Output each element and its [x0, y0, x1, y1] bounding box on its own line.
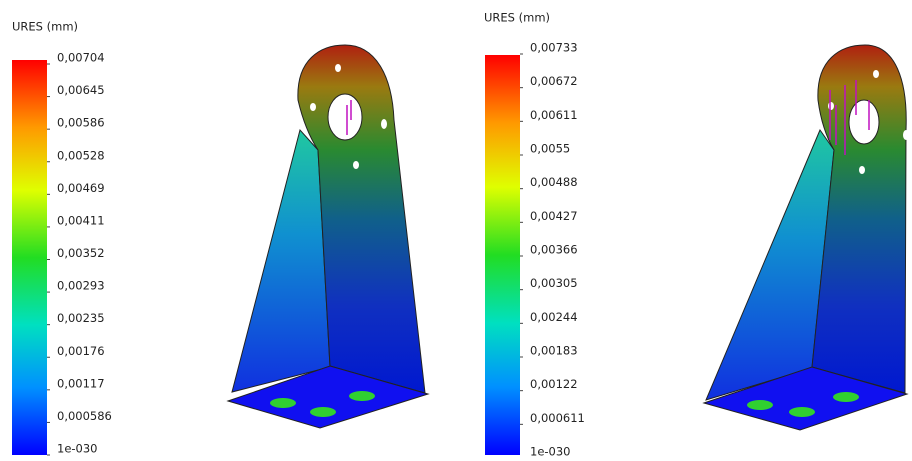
- legend-label: 0,00411: [57, 213, 105, 227]
- legend-label: 1e-030: [57, 442, 98, 456]
- scene: URES (mm) URES (mm) 0,00704 0,00645 0,0058…: [0, 0, 912, 457]
- legend-label: 0,00176: [57, 344, 105, 358]
- legend-label: 0,00352: [57, 246, 105, 260]
- legend-title: URES (mm): [12, 20, 78, 34]
- legend-label: 0,00122: [530, 377, 578, 391]
- legend-label: 0,00305: [530, 276, 578, 290]
- color-bar: [485, 55, 520, 455]
- legend-label: 0,00366: [530, 243, 578, 257]
- bracket-model: [228, 45, 428, 428]
- legend-label: 0,00293: [57, 279, 105, 293]
- legend-label: 0,0055: [530, 142, 570, 156]
- legend-label: 0,00528: [57, 148, 105, 162]
- legend-label: 0,00117: [57, 376, 105, 390]
- legend-label: 0,00733: [530, 41, 578, 55]
- legend-label: 0,00244: [530, 310, 578, 324]
- legend-label: 0,00672: [530, 74, 578, 88]
- legend-label: 0,00427: [530, 209, 578, 223]
- legend-label: 0,00183: [530, 344, 578, 358]
- legend-label: 0,00235: [57, 311, 105, 325]
- bracket-model: [704, 45, 909, 430]
- legend-label: 0,00488: [530, 175, 578, 189]
- legend-label: 1e-030: [530, 445, 571, 458]
- legend-label: 0,00469: [57, 181, 105, 195]
- color-bar: [12, 60, 47, 455]
- legend-label: 0,00645: [57, 83, 105, 97]
- legend-label: 0,00704: [57, 51, 105, 65]
- legend-title: URES (mm): [484, 11, 550, 25]
- legend-label: 0,000586: [57, 409, 112, 423]
- legend-label: 0,00586: [57, 116, 105, 130]
- legend-label: 0,00611: [530, 108, 578, 122]
- legend-label: 0,000611: [530, 411, 585, 425]
